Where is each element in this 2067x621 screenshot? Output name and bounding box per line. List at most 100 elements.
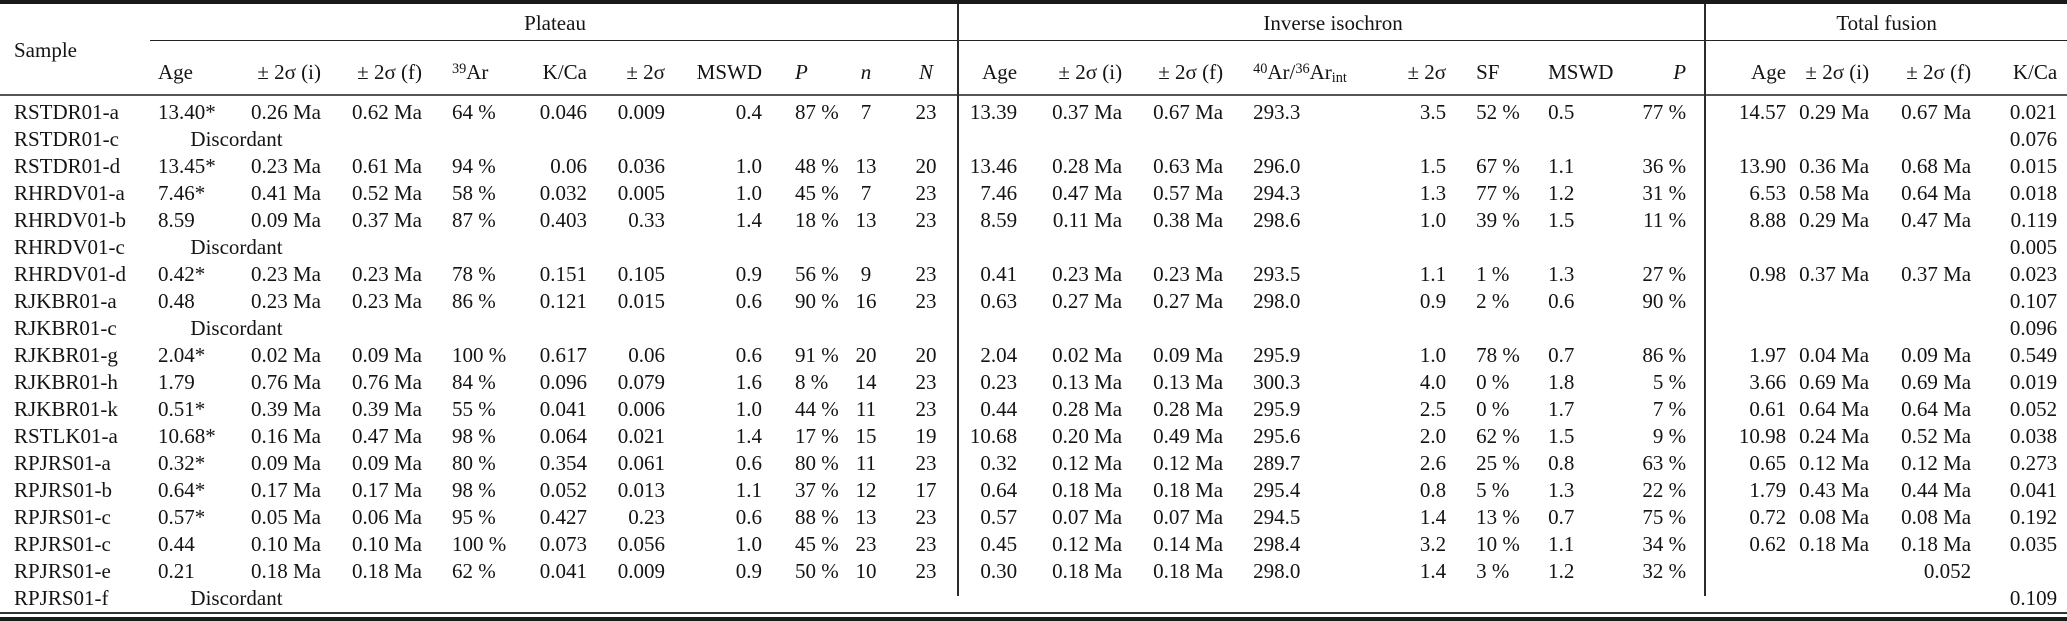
total-fusion-cell: 0.29 Ma	[1799, 208, 1870, 232]
total-fusion-cell: 0.08 Ma	[1901, 505, 1972, 529]
total-fusion-cell: 0.12 Ma	[1901, 451, 1972, 475]
inverse-isochron-cell: 293.3	[1253, 100, 1301, 124]
table-row: RJKBR01-a 0.48 0.23 Ma 0.23 Ma 86 % 0.121 0.01…	[0, 288, 2067, 315]
plateau-cell: 0.23 Ma	[251, 262, 321, 286]
plateau-cell: 23	[915, 559, 937, 583]
table-row: RPJRS01-e 0.21 0.18 Ma 0.18 Ma 62 % 0.041 0.00…	[0, 558, 2067, 585]
plateau-cell: 55 %	[452, 397, 496, 421]
inverse-isochron-cell: 293.5	[1253, 262, 1301, 286]
total-fusion-cell: 0.52 Ma	[1901, 424, 1972, 448]
plateau-cell: 23	[915, 262, 937, 286]
inverse-isochron-cell: 0.13 Ma	[1153, 370, 1224, 394]
inverse-isochron-cell: 0.12 Ma	[1052, 451, 1123, 475]
table-row: RSTDR01-c Discordant 0.076	[0, 126, 2067, 153]
plateau-cell: 8.59	[158, 208, 195, 232]
total-fusion-cell: 0.36 Ma	[1799, 154, 1870, 178]
inverse-isochron-cell: 0.8	[1548, 451, 1575, 475]
total-fusion-cell: 0.24 Ma	[1799, 424, 1870, 448]
plateau-cell: 50 %	[795, 559, 839, 583]
plateau-cell: 0.61 Ma	[352, 154, 422, 178]
inverse-isochron-cell: 0.28 Ma	[1153, 397, 1224, 421]
total-fusion-cell	[1706, 585, 1789, 612]
plateau-cell: 13	[855, 505, 877, 529]
inverse-isochron-cell: 0.63 Ma	[1153, 154, 1224, 178]
col-header-plateau-age: Age	[150, 40, 235, 96]
table-row: RSTDR01-d 13.45* 0.23 Ma 0.61 Ma 94 % 0.06 0.0…	[0, 153, 2067, 180]
col-header-inv-p: P	[1620, 40, 1707, 96]
sample-id: RHRDV01-c	[14, 235, 125, 259]
plateau-cell: 0.09 Ma	[352, 451, 422, 475]
table-row: RPJRS01-f Discordant 0.109	[0, 585, 2067, 612]
inverse-isochron-cell: 34 %	[1642, 532, 1687, 556]
col-header-inv-mswd: MSWD	[1520, 40, 1621, 96]
table-row: RSTLK01-a 10.68* 0.16 Ma 0.47 Ma 98 % 0.064 0.…	[0, 423, 2067, 450]
plateau-cell: 88 %	[795, 505, 839, 529]
total-fusion-cell: 0.052	[1923, 559, 1972, 583]
inverse-isochron-cell: 5 %	[1652, 370, 1687, 394]
total-fusion-cell: 0.64 Ma	[1901, 397, 1972, 421]
inverse-isochron-cell: 295.9	[1253, 397, 1301, 421]
plateau-cell: 0.23	[628, 505, 665, 529]
plateau-cell: 1.1	[735, 478, 762, 502]
group-header-row: Sample Plateau Inverse isochron Total fu…	[0, 2, 2067, 96]
inverse-isochron-cell: 0.38 Ma	[1153, 208, 1224, 232]
sample-id: RSTDR01-d	[14, 154, 121, 178]
inverse-isochron-cell: 39 %	[1476, 208, 1520, 232]
table-bottom-thin-rule	[0, 612, 2067, 614]
sample-id: RSTDR01-a	[14, 100, 119, 124]
total-fusion-cell	[1706, 288, 1789, 315]
plateau-cell: 0.18 Ma	[251, 559, 321, 583]
col-header-ar39: 39Ar	[424, 40, 500, 96]
plateau-cell: 0.39 Ma	[352, 397, 422, 421]
inverse-isochron-cell: 0.47 Ma	[1052, 181, 1123, 205]
total-fusion-cell: 0.18 Ma	[1799, 532, 1870, 556]
col-header-tf-kca: K/Ca	[1974, 40, 2067, 96]
table-row: RPJRS01-a 0.32* 0.09 Ma 0.09 Ma 80 % 0.354 0.0…	[0, 450, 2067, 477]
total-fusion-cell: 0.021	[2009, 100, 2058, 124]
plateau-cell: 0.09 Ma	[352, 343, 422, 367]
inverse-isochron-cell: 62 %	[1476, 424, 1520, 448]
inverse-isochron-cell: 0.11 Ma	[1052, 208, 1123, 232]
inverse-isochron-cell: 2.0	[1419, 424, 1447, 448]
total-fusion-cell: 0.052	[2009, 397, 2058, 421]
plateau-cell: 0.096	[539, 370, 587, 394]
plateau-cell: 56 %	[795, 262, 839, 286]
plateau-cell: 0.9	[735, 559, 762, 583]
plateau-cell: 14	[855, 370, 877, 394]
inverse-isochron-cell: 1.1	[1548, 532, 1575, 556]
inverse-isochron-cell: 0.12 Ma	[1052, 532, 1123, 556]
inverse-isochron-cell: 0 %	[1476, 370, 1510, 394]
inverse-isochron-cell: 0.37 Ma	[1052, 100, 1123, 124]
inverse-isochron-cell: 77 %	[1476, 181, 1520, 205]
plateau-cell: 23	[915, 181, 937, 205]
total-fusion-cell: 0.119	[2010, 208, 2058, 232]
sample-id: RPJRS01-e	[14, 559, 111, 583]
plateau-cell: 0.17 Ma	[251, 478, 321, 502]
total-fusion-cell: 0.47 Ma	[1901, 208, 1972, 232]
inverse-isochron-cell: 0.28 Ma	[1052, 154, 1123, 178]
plateau-cell: 48 %	[795, 154, 839, 178]
plateau-cell: 23	[915, 289, 937, 313]
total-fusion-cell: 0.98	[1749, 262, 1787, 286]
plateau-cell: 0.02 Ma	[251, 343, 321, 367]
sample-id: RSTLK01-a	[14, 424, 118, 448]
plateau-cell: 18 %	[795, 208, 839, 232]
total-fusion-cell: 13.90	[1738, 154, 1787, 178]
total-fusion-cell: 0.64 Ma	[1799, 397, 1870, 421]
col-header-tf-2s-f: ± 2σ (f)	[1872, 40, 1975, 96]
plateau-cell: 90 %	[795, 289, 839, 313]
total-fusion-cell: 0.192	[2009, 505, 2058, 529]
plateau-cell: 0.32*	[158, 451, 206, 475]
empty-plateau-cells	[323, 315, 960, 342]
total-fusion-cell: 1.79	[1749, 478, 1787, 502]
plateau-cell: 0.10 Ma	[352, 532, 422, 556]
inverse-isochron-cell: 289.7	[1253, 451, 1301, 475]
total-fusion-cell: 0.015	[2009, 154, 2058, 178]
total-fusion-cell	[1872, 126, 1974, 153]
inverse-isochron-cell: 67 %	[1476, 154, 1520, 178]
plateau-cell: 0.62 Ma	[352, 100, 422, 124]
plateau-cell: 0.015	[617, 289, 665, 313]
inverse-isochron-cell: 0.67 Ma	[1153, 100, 1224, 124]
inverse-isochron-cell: 1.3	[1419, 181, 1447, 205]
plateau-cell: 37 %	[795, 478, 839, 502]
